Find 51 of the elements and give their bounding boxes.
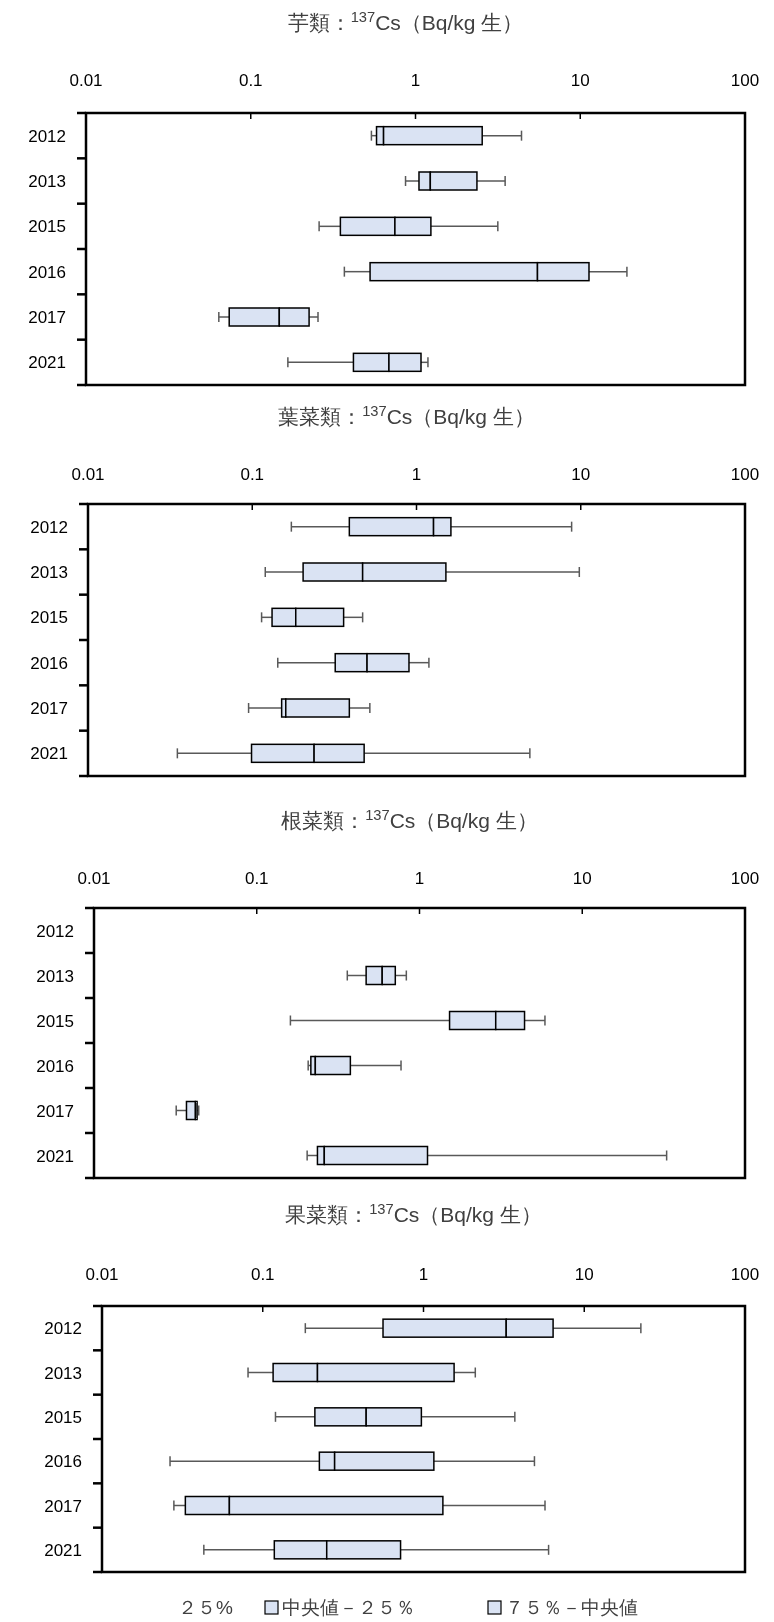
y-tick-label: 2013 [30,563,68,582]
x-tick-label: 0.1 [244,869,269,888]
y-tick-label: 2015 [36,1011,74,1031]
y-tick-label: 2017 [28,308,66,327]
x-tick-label: 0.1 [250,1265,275,1284]
y-tick-label: 2017 [36,1101,74,1121]
y-tick-label: 2015 [30,608,68,628]
y-tick-label: 2015 [28,217,66,237]
y-tick-label: 2021 [36,1146,74,1166]
chart-title: 葉菜類：$^{137}$Cs（Bq/kg 生） [278,403,535,428]
x-tick-label: 0.1 [240,465,265,484]
x-tick-label: 10 [571,465,591,484]
x-tick-label: 0.01 [71,465,105,484]
x-tick-label: 1 [410,71,421,90]
x-tick-label: 0.01 [85,1265,119,1284]
y-tick-label: 2012 [36,921,74,941]
y-tick-label: 2021 [28,353,66,373]
text: 中央値－２５％ [282,1597,415,1618]
y-tick-label: 2013 [36,966,74,986]
x-tick-label: 0.01 [77,869,111,888]
y-tick-label: 2016 [30,653,68,673]
x-tick-label: 0.1 [238,71,263,90]
y-tick-label: 2013 [44,1363,82,1383]
y-tick-label: 2012 [30,517,68,537]
y-tick-label: 2012 [28,126,66,146]
y-tick-label: 2012 [44,1319,82,1339]
text: ２５% [178,1597,233,1618]
x-tick-label: 1 [411,465,422,484]
y-tick-label: 2021 [44,1540,82,1560]
x-tick-label: 100 [730,465,760,484]
y-tick-label: 2015 [44,1407,82,1427]
y-tick-label: 2016 [36,1056,74,1076]
x-tick-label: 100 [730,1265,760,1284]
y-tick-label: 2016 [44,1452,82,1472]
x-tick-label: 0.01 [69,71,103,90]
x-tick-label: 10 [570,71,590,90]
y-tick-label: 2021 [30,744,68,764]
x-tick-label: 10 [574,1265,594,1284]
y-tick-label: 2016 [28,262,66,282]
x-tick-label: 100 [730,869,760,888]
chart-title: 芋類：$^{137}$Cs（Bq/kg 生） [287,9,524,34]
x-tick-label: 100 [730,71,760,90]
x-tick-label: 1 [414,869,425,888]
y-tick-label: 2017 [44,1496,82,1516]
x-tick-label: 1 [418,1265,429,1284]
x-tick-label: 10 [572,869,592,888]
chart-title: 果菜類：$^{137}$Cs（Bq/kg 生） [285,1201,542,1226]
text: ７５％－中央値 [505,1597,638,1618]
y-tick-label: 2013 [28,172,66,191]
chart-title: 根菜類：$^{137}$Cs（Bq/kg 生） [281,807,538,832]
y-tick-label: 2017 [30,699,68,718]
